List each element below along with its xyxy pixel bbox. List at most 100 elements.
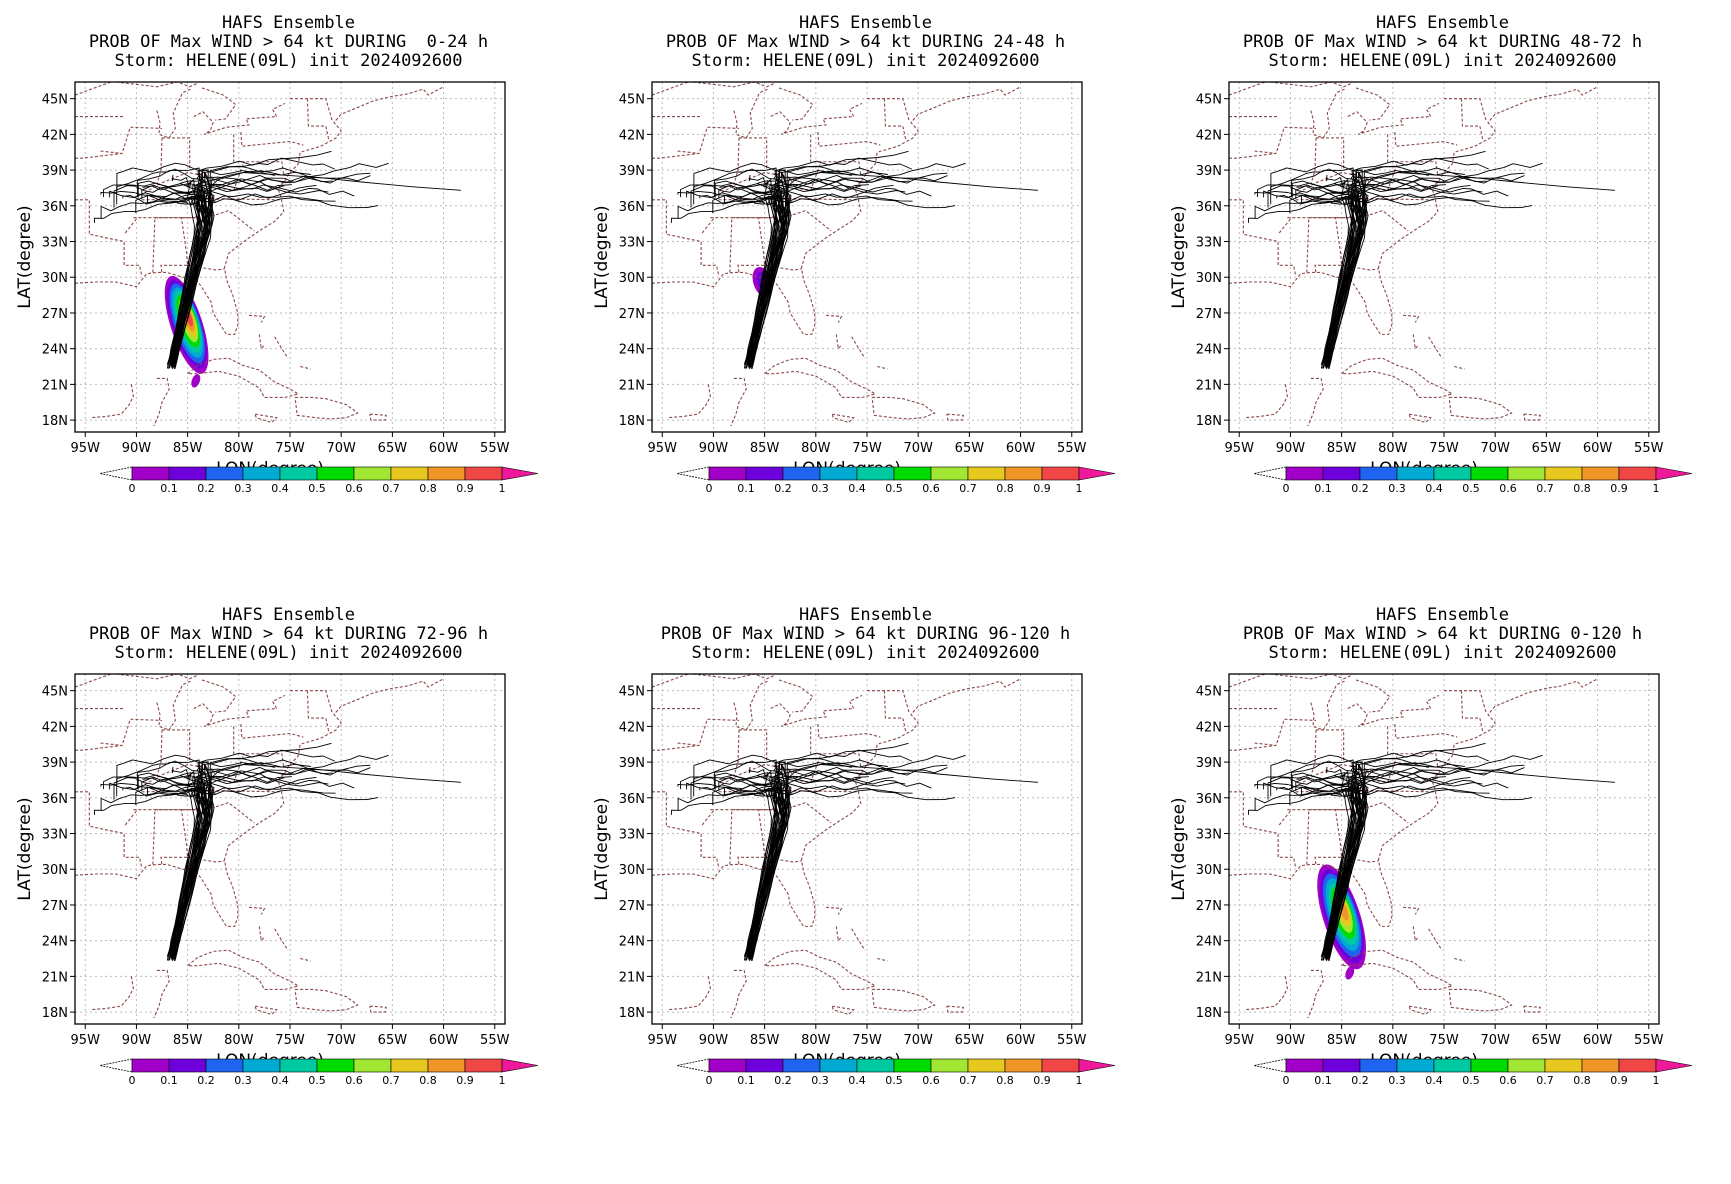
colorbar-swatch	[745, 466, 784, 481]
border-line	[817, 131, 881, 147]
track-line	[712, 784, 782, 957]
border-line	[729, 809, 766, 866]
border-line	[1347, 694, 1440, 727]
border-line	[254, 413, 278, 424]
border-line	[1341, 357, 1454, 399]
title-line: Storm: HELENE(09L) init 2024092600	[114, 643, 463, 663]
colorbar-swatch	[1396, 466, 1435, 481]
coastlines	[1229, 82, 1598, 427]
colorbar-label: 0.1	[1314, 482, 1332, 495]
x-tick-label: 60W	[1006, 441, 1036, 456]
border-line	[667, 233, 720, 275]
x-tick-label: 60W	[1006, 1033, 1036, 1048]
border-line	[1310, 137, 1317, 185]
colorbar-label: 0.9	[1033, 1074, 1051, 1087]
border-line	[733, 137, 740, 185]
border-line	[1428, 336, 1443, 359]
border-line	[201, 87, 237, 121]
track-line	[172, 172, 462, 364]
colorbar-label: 0.4	[271, 482, 289, 495]
border-line	[733, 88, 768, 139]
border-line	[764, 949, 877, 991]
colorbar-label: 0.9	[456, 1074, 474, 1087]
prob-band	[185, 310, 193, 327]
colorbar-label: 0.3	[811, 482, 829, 495]
x-tick-label: 60W	[1583, 441, 1613, 456]
map-svg: 95W 90W 85W 80W 75W 70W 65W 60W 55W 45N 42N 39N 36N 3…	[1169, 81, 1693, 495]
y-tick-label: 21N	[1196, 378, 1222, 393]
y-axis-label: LAT(degree)	[592, 205, 612, 308]
border-line	[652, 718, 740, 751]
colorbar-swatch	[168, 1058, 207, 1073]
y-tick-label: 21N	[1196, 970, 1222, 985]
border-line	[1306, 217, 1343, 274]
coastlines	[1229, 674, 1598, 1019]
colorbar-swatch	[930, 1058, 969, 1073]
x-tick-label: 55W	[480, 1033, 510, 1048]
y-tick-label: 18N	[1196, 1006, 1222, 1021]
track-line	[171, 782, 336, 961]
colorbar-swatch	[390, 466, 429, 481]
y-tick-label: 42N	[42, 720, 68, 735]
border-line	[652, 678, 1021, 927]
track-line	[1267, 774, 1367, 961]
border-line	[770, 102, 863, 135]
x-tick-label: 80W	[1378, 441, 1408, 456]
border-line	[835, 334, 842, 350]
title-line: PROB OF Max WIND > 64 kt DURING 72-96 h	[88, 624, 489, 644]
border-line	[871, 988, 936, 1012]
title-line: Storm: HELENE(09L) init 2024092600	[691, 643, 1040, 663]
track-line	[744, 150, 909, 369]
colorbar-label: 0.6	[345, 482, 363, 495]
border-line	[677, 150, 700, 154]
border-line	[1310, 729, 1317, 777]
border-line	[1244, 825, 1297, 867]
track-line	[690, 182, 790, 369]
colorbar-swatch	[930, 466, 969, 481]
border-line	[778, 679, 814, 713]
colorbar-label: 0.2	[1351, 1074, 1369, 1087]
ensemble-tracks	[1248, 742, 1616, 962]
colorbar-swatch	[1041, 466, 1080, 481]
title-line: Storm: HELENE(09L) init 2024092600	[1268, 643, 1617, 663]
border-line	[1412, 926, 1419, 942]
track-line	[1326, 184, 1471, 368]
y-tick-label: 21N	[42, 970, 68, 985]
coastlines	[75, 674, 444, 1019]
border-line	[1408, 1005, 1432, 1016]
colorbar-label: 0.5	[308, 1074, 326, 1087]
border-line	[1307, 969, 1324, 1019]
colorbar-over-arrow	[1655, 1058, 1693, 1073]
border-line	[187, 357, 300, 399]
colorbar-label: 0.5	[1462, 1074, 1480, 1087]
colorbar-label: 0	[706, 482, 713, 495]
colorbar-label: 0.9	[456, 482, 474, 495]
y-tick-label: 42N	[619, 128, 645, 143]
colorbar-label: 0.6	[1499, 1074, 1517, 1087]
border-line	[240, 131, 304, 147]
border-line	[90, 384, 134, 419]
ensemble-tracks	[94, 150, 462, 370]
y-tick-label: 30N	[619, 271, 645, 286]
border-line	[90, 233, 143, 275]
border-line	[193, 102, 286, 135]
border-line	[1454, 365, 1465, 370]
border-line	[1269, 674, 1353, 680]
colorbar-label: 0.3	[811, 1074, 829, 1087]
colorbar-swatch	[464, 466, 503, 481]
colorbar-label: 0.3	[1388, 1074, 1406, 1087]
colorbar-swatch	[1004, 466, 1043, 481]
border-line	[730, 969, 747, 1019]
y-tick-label: 36N	[619, 200, 645, 215]
track-line	[135, 192, 205, 365]
border-line	[75, 86, 444, 335]
border-line	[90, 976, 134, 1011]
track-line	[1326, 776, 1471, 960]
border-line	[835, 926, 842, 942]
colorbar-swatch	[427, 466, 466, 481]
border-line	[1229, 678, 1598, 927]
border-line	[123, 218, 137, 235]
colorbar: 0 0.1 0.2 0.3 0.4 0.5 0.6 0.7 0.8 0.9 1	[676, 1058, 1116, 1087]
colorbar-over-arrow	[501, 1058, 539, 1073]
border-line	[652, 82, 689, 96]
